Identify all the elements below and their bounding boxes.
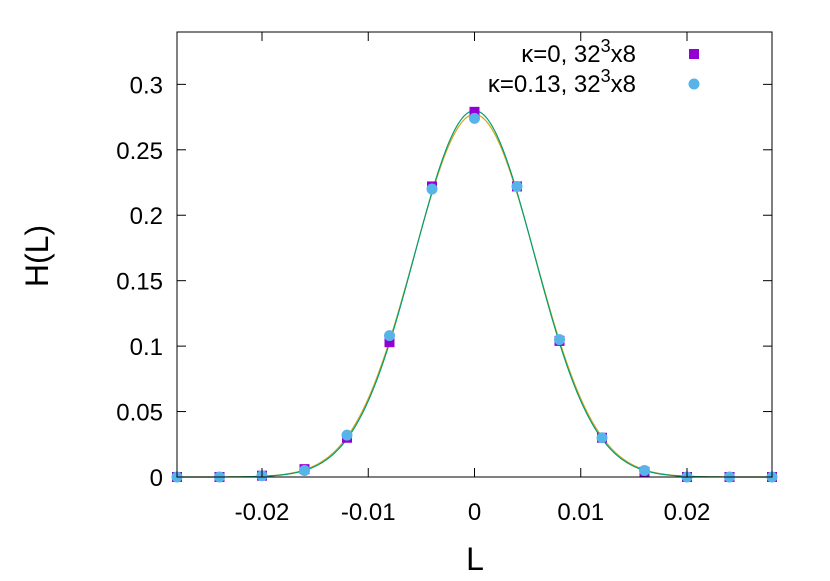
point-series-1 xyxy=(384,330,395,342)
x-tick-label: 0 xyxy=(468,499,481,526)
legend-label-series-0: κ=0, 323x8 xyxy=(521,36,636,68)
data-markers xyxy=(171,106,778,483)
point-series-1 xyxy=(554,334,565,346)
fit-curves xyxy=(177,109,772,478)
point-series-1 xyxy=(469,112,480,124)
y-tick-label: 0.3 xyxy=(130,72,163,99)
point-series-1 xyxy=(299,464,310,476)
y-tick-label: 0.25 xyxy=(116,138,163,165)
y-axis-label: H(L) xyxy=(19,225,55,287)
point-series-1 xyxy=(596,432,608,444)
legend-label-series-1: κ=0.13, 323x8 xyxy=(488,66,636,98)
point-series-0 xyxy=(384,337,395,348)
legend-marker-series-0 xyxy=(689,49,699,59)
fit-curve-series-0 xyxy=(177,113,772,478)
y-tick-label: 0 xyxy=(150,465,163,492)
x-tick-label: -0.02 xyxy=(235,499,290,526)
legend-marker-series-1 xyxy=(688,78,700,90)
y-tick-label: 0.15 xyxy=(116,269,163,296)
y-tick-label: 0.05 xyxy=(116,400,163,427)
y-tick-label: 0.2 xyxy=(130,203,163,230)
point-series-1 xyxy=(639,464,650,476)
y-tick-label: 0.1 xyxy=(130,334,163,361)
plot-frame xyxy=(176,31,773,478)
axes: -0.02 -0.01 0 0.01 0.02 0 0.05 0.1 0.15 0.2 0.25 0.… xyxy=(116,31,773,526)
x-tick-label: -0.01 xyxy=(341,499,396,526)
point-series-1 xyxy=(426,183,438,195)
x-axis-label: L xyxy=(466,541,484,577)
point-series-1 xyxy=(341,429,353,441)
fit-curve-series-1 xyxy=(177,109,772,478)
point-series-1 xyxy=(511,180,523,192)
x-tick-label: 0.02 xyxy=(664,499,711,526)
x-tick-label: 0.01 xyxy=(557,499,604,526)
point-series-0 xyxy=(469,106,480,117)
